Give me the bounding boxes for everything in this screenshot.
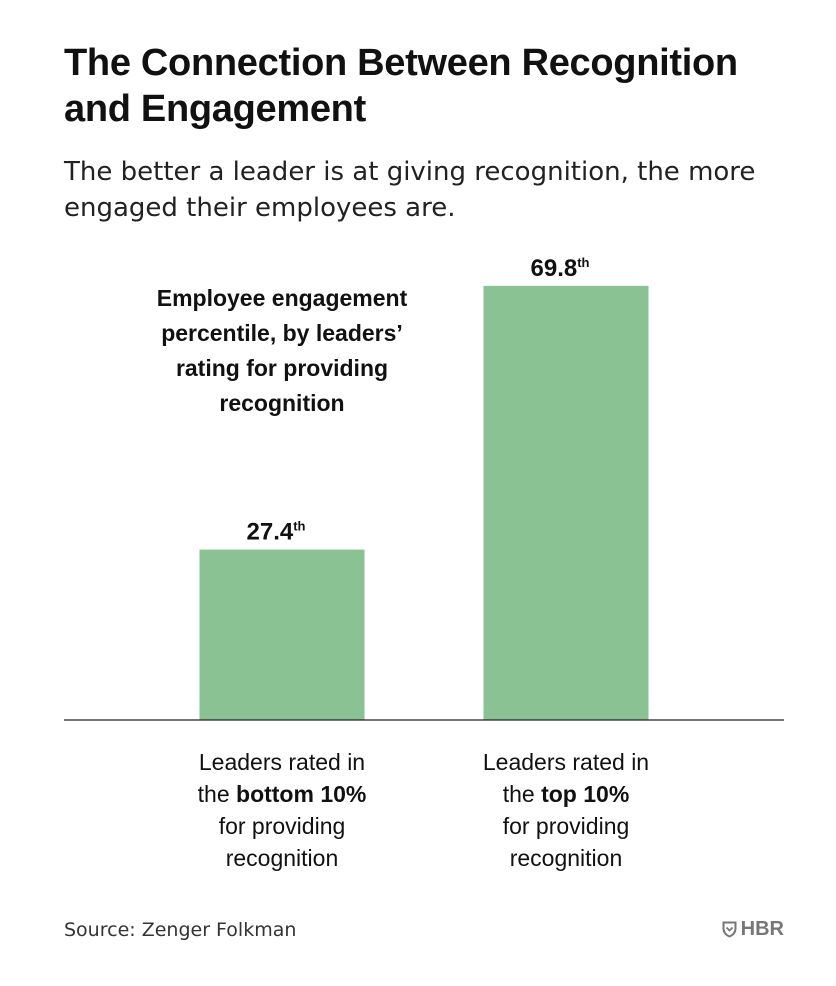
category-label-line: for providing — [219, 813, 346, 839]
source-note: Source: Zenger Folkman — [64, 919, 297, 941]
hbr-logo: HBR — [722, 918, 784, 941]
category-label-line: for providing — [503, 813, 630, 839]
bars — [199, 285, 649, 720]
category-label-line: recognition — [510, 845, 623, 871]
category-label-line: Leaders rated in — [483, 749, 649, 775]
category-label-line: recognition — [226, 845, 339, 871]
bar — [199, 549, 365, 720]
plot-title-line: rating for providing — [176, 355, 388, 381]
chart-title: The Connection Between Recognition and E… — [64, 42, 738, 130]
chart-subtitle: The better a leader is at giving recogni… — [64, 157, 756, 223]
category-label-line: the bottom 10% — [198, 781, 367, 807]
category-labels: Leaders rated in the bottom 10% for provid… — [198, 749, 649, 871]
value-labels: 27.4th 69.8th — [247, 255, 590, 546]
plot-title-line: percentile, by leaders’ — [161, 320, 403, 346]
plot-title-line: Employee engagement — [157, 285, 408, 311]
bar-value-label: 69.8th — [531, 255, 590, 282]
plot-title: Employee engagement percentile, by leader… — [157, 285, 408, 416]
category-label-line: the top 10% — [503, 781, 630, 807]
plot-title-line: recognition — [219, 390, 344, 416]
bar — [483, 285, 649, 720]
category-label-line: Leaders rated in — [199, 749, 365, 775]
hbr-logo-text: HBR — [740, 918, 784, 940]
hbr-shield-icon — [722, 921, 737, 938]
bar-value-label: 27.4th — [247, 519, 306, 546]
